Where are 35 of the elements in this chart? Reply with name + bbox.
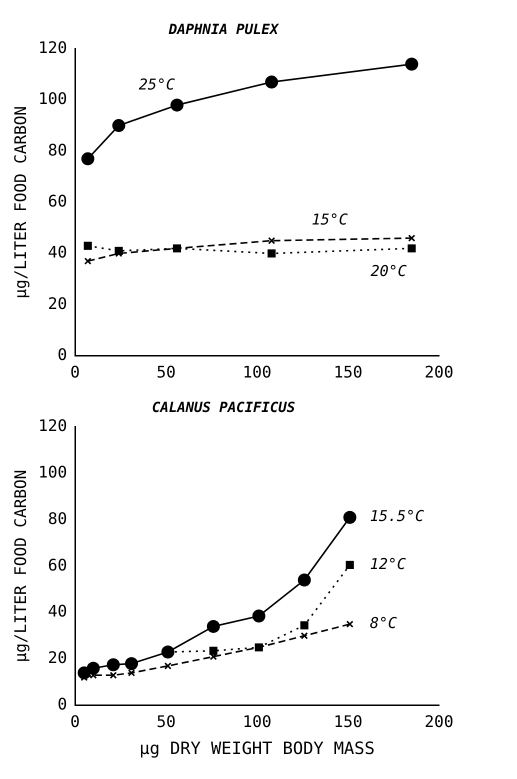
x-tick-label: 50 <box>156 712 176 732</box>
y-tick-label: 80 <box>48 508 68 528</box>
y-tick-label: 100 <box>38 89 68 108</box>
x-tick-label: 150 <box>334 362 362 382</box>
y-tick-label: 120 <box>38 416 68 435</box>
y-tick-label: 40 <box>48 602 68 621</box>
chart-title: DAPHNIA PULEX <box>168 22 280 38</box>
y-tick-label: 40 <box>48 242 68 262</box>
y-axis-title: μg/LITER FOOD CARBON <box>10 106 30 299</box>
y-tick-label: 0 <box>57 344 68 364</box>
y-tick-label: 80 <box>48 140 68 160</box>
series-label: 20°C <box>370 262 407 280</box>
y-axis-title: μg/LITER FOOD CARBON <box>10 470 30 662</box>
x-tick-label: 200 <box>424 362 454 382</box>
y-tick-label: 0 <box>57 694 68 714</box>
x-tick-label: 100 <box>242 712 272 732</box>
x-tick-label: 0 <box>70 362 80 382</box>
series-label: 12°C <box>370 554 406 573</box>
series-label: 15.5°C <box>370 507 424 526</box>
x-tick-label: 200 <box>424 712 454 732</box>
x-tick-label: 50 <box>156 362 176 382</box>
chart-title: CALANUS PACIFICUS <box>152 400 296 416</box>
y-tick-label: 60 <box>48 191 68 210</box>
series-label: 25°C <box>138 75 175 94</box>
x-axis-title: μg DRY WEIGHT BODY MASS <box>139 739 375 760</box>
x-tick-label: 0 <box>70 712 80 732</box>
series-label: 8°C <box>370 614 397 632</box>
x-tick-label: 150 <box>334 712 362 732</box>
series-label: 15°C <box>312 210 348 229</box>
y-tick-label: 100 <box>38 462 68 482</box>
x-tick-label: 100 <box>242 362 272 382</box>
y-tick-label: 60 <box>48 555 68 574</box>
y-tick-label: 20 <box>48 294 68 313</box>
y-tick-label: 20 <box>48 648 68 668</box>
y-tick-label: 120 <box>38 38 68 57</box>
